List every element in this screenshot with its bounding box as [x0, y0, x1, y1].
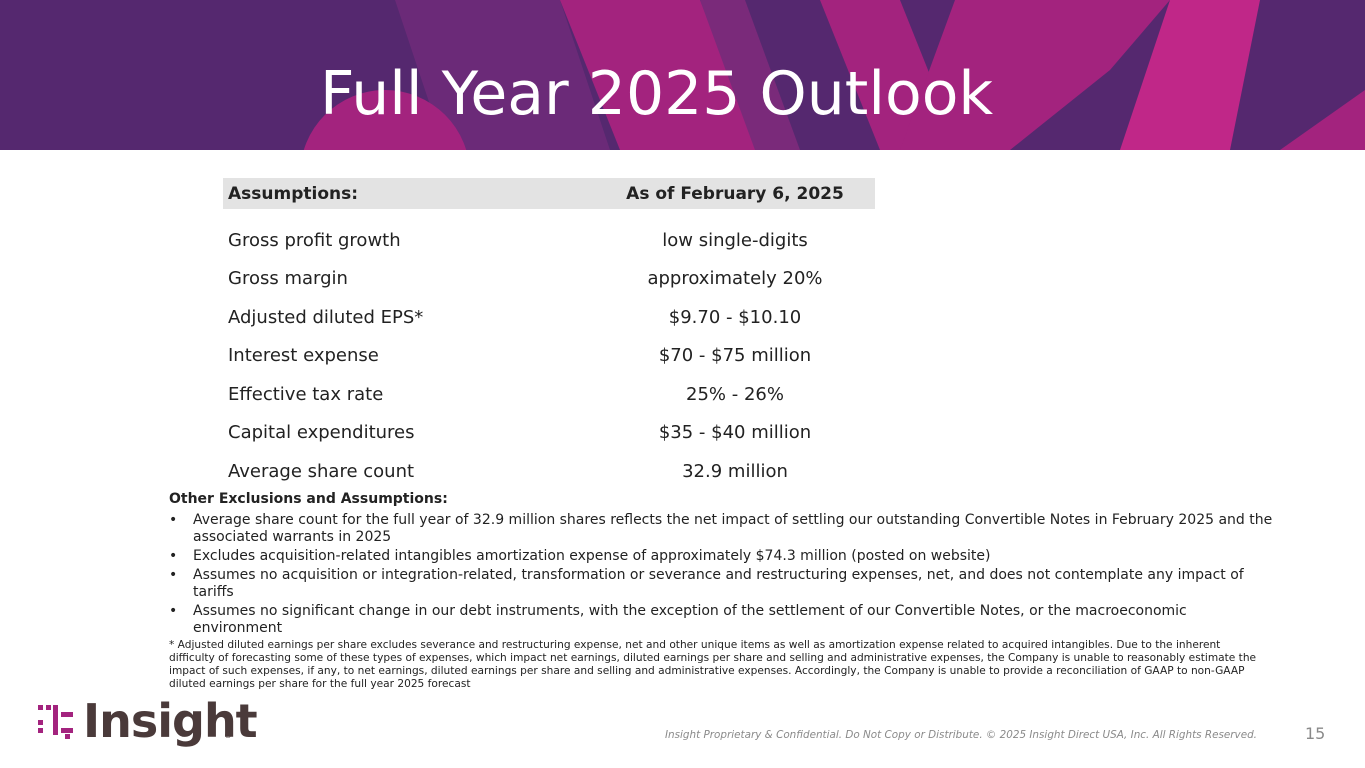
list-item: • Average share count for the full year … — [169, 512, 1279, 546]
table-row: Gross profit growth low single-digits — [223, 221, 875, 260]
row-value: 32.9 million — [682, 460, 788, 482]
row-label: Interest expense — [228, 345, 379, 367]
table-body: Gross profit growth low single-digits Gr… — [223, 209, 875, 491]
bullet-icon: • — [169, 548, 178, 564]
row-label: Gross margin — [228, 268, 348, 290]
row-value: approximately 20% — [647, 268, 823, 290]
insight-logo-icon — [38, 705, 73, 739]
registered-mark: ® — [224, 731, 232, 740]
row-label: Capital expenditures — [228, 422, 415, 444]
table-row: Interest expense $70 - $75 million — [223, 337, 875, 376]
row-label: Effective tax rate — [228, 383, 384, 405]
table-row: Capital expenditures $35 - $40 million — [223, 414, 875, 453]
assumptions-table: Assumptions: As of February 6, 2025 Gros… — [223, 178, 875, 491]
bullet-icon: • — [169, 512, 178, 528]
list-item: • Assumes no acquisition or integration-… — [169, 567, 1279, 601]
bullet-text: Assumes no acquisition or integration-re… — [193, 567, 1244, 600]
table-row: Gross margin approximately 20% — [223, 260, 875, 299]
row-value: 25% - 26% — [686, 383, 784, 405]
table-row: Adjusted diluted EPS* $9.70 - $10.10 — [223, 298, 875, 337]
title-banner: Full Year 2025 Outlook — [0, 0, 1365, 150]
list-item: • Assumes no significant change in our d… — [169, 603, 1279, 637]
insight-logo: Insight ® — [36, 694, 258, 752]
row-value: $70 - $75 million — [658, 345, 812, 367]
row-value: $35 - $40 million — [658, 422, 812, 444]
header-assumptions: Assumptions: — [228, 183, 359, 204]
page-number: 15 — [1305, 724, 1326, 743]
row-value: low single-digits — [662, 229, 808, 251]
banner-decoration — [303, 0, 1365, 150]
table-row: Effective tax rate 25% - 26% — [223, 375, 875, 414]
bullet-text: Average share count for the full year of… — [193, 512, 1273, 545]
header-as-of-date: As of February 6, 2025 — [626, 183, 844, 204]
confidential-notice: Insight Proprietary & Confidential. Do N… — [664, 729, 1257, 741]
row-label: Average share count — [228, 460, 415, 482]
other-exclusions-heading: Other Exclusions and Assumptions: — [169, 491, 448, 507]
slide-title: Full Year 2025 Outlook — [320, 59, 994, 129]
row-value: $9.70 - $10.10 — [668, 306, 802, 328]
bullet-text: Excludes acquisition-related intangibles… — [193, 548, 991, 564]
other-exclusions-section: Other Exclusions and Assumptions: • Aver… — [169, 491, 1279, 639]
row-label: Gross profit growth — [228, 229, 401, 251]
table-row: Average share count 32.9 million — [223, 452, 875, 491]
bullet-icon: • — [169, 603, 178, 619]
exclusions-list: • Average share count for the full year … — [169, 512, 1279, 637]
table-header-row: Assumptions: As of February 6, 2025 — [223, 178, 875, 209]
logo-wordmark: Insight — [83, 694, 258, 748]
list-item: • Excludes acquisition-related intangibl… — [169, 548, 1279, 565]
bullet-text: Assumes no significant change in our deb… — [193, 603, 1187, 636]
eps-footnote: * Adjusted diluted earnings per share ex… — [169, 639, 1257, 690]
bullet-icon: • — [169, 567, 178, 583]
row-label: Adjusted diluted EPS* — [228, 306, 424, 328]
